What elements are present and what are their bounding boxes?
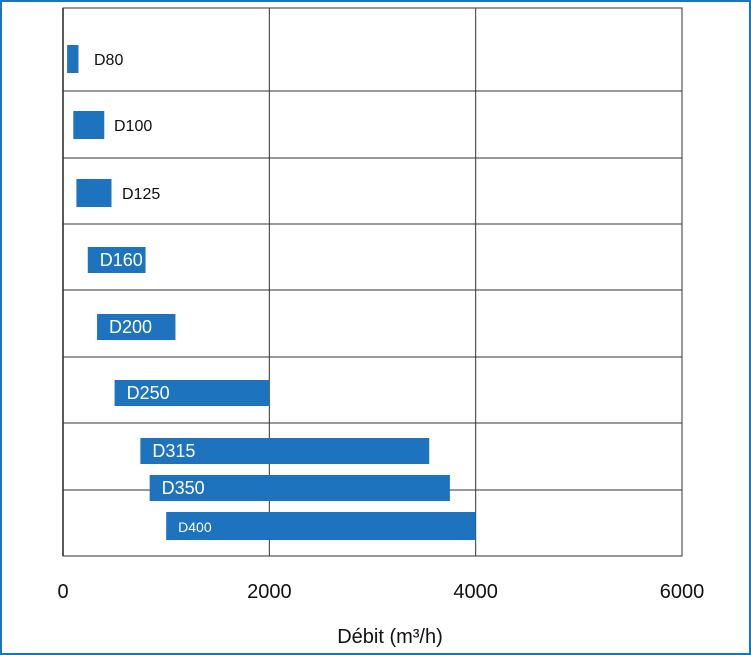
bar-label-d200: D200 — [109, 317, 152, 337]
bars: D80 D100 D125 D160 D200 D250 D315 D350 D400 — [67, 45, 476, 540]
bar-d250 — [114, 380, 270, 406]
bar-label-d160: D160 — [100, 250, 143, 270]
bar-d100 — [73, 111, 105, 139]
x-tick-label: 0 — [57, 581, 68, 603]
bar-label-d400: D400 — [178, 519, 212, 535]
bar-label-d350: D350 — [162, 478, 205, 498]
bar-d125 — [76, 179, 112, 207]
plot-area — [62, 7, 683, 557]
bar-label-d250: D250 — [127, 383, 170, 403]
bar-d200 — [97, 314, 176, 340]
grid — [62, 7, 683, 557]
x-axis-label: Débit (m³/h) — [337, 626, 443, 648]
bar-d350 — [149, 475, 450, 501]
bar-d80 — [67, 45, 79, 73]
x-tick-label: 6000 — [660, 581, 705, 603]
x-ticks: 0 2000 4000 6000 — [57, 581, 704, 603]
bar-label-d80: D80 — [94, 52, 123, 69]
bar-d315 — [140, 438, 430, 464]
bar-label-d100: D100 — [114, 118, 152, 135]
x-tick-label: 2000 — [247, 581, 292, 603]
bar-d400 — [166, 512, 476, 540]
bar-label-d315: D315 — [152, 441, 195, 461]
x-tick-label: 4000 — [453, 581, 498, 603]
bar-d160 — [87, 247, 146, 273]
bar-label-d125: D125 — [122, 186, 160, 203]
